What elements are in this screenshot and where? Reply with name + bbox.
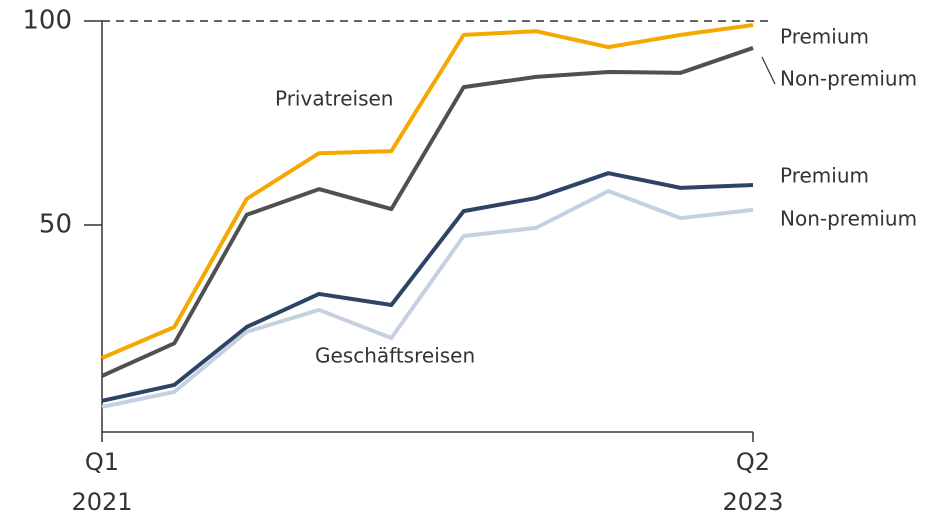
x-tick-label: Q1 2021 xyxy=(71,448,133,512)
series-line xyxy=(101,46,754,378)
series-line xyxy=(101,23,754,360)
annotation: Geschäftsreisen xyxy=(315,344,475,368)
y-tick-label: 100 xyxy=(22,6,72,36)
series-label: Premium xyxy=(780,164,869,188)
x-tick-label: Q2 2023 xyxy=(722,448,784,512)
annotation: Privatreisen xyxy=(275,87,393,111)
series-label: Non-premium xyxy=(780,207,917,231)
series-label: Premium xyxy=(780,25,869,49)
series-line xyxy=(101,189,754,409)
series-label: Non-premium xyxy=(780,67,917,91)
y-tick-label: 50 xyxy=(39,210,72,240)
label-leader xyxy=(761,56,776,85)
series-line xyxy=(101,171,754,403)
